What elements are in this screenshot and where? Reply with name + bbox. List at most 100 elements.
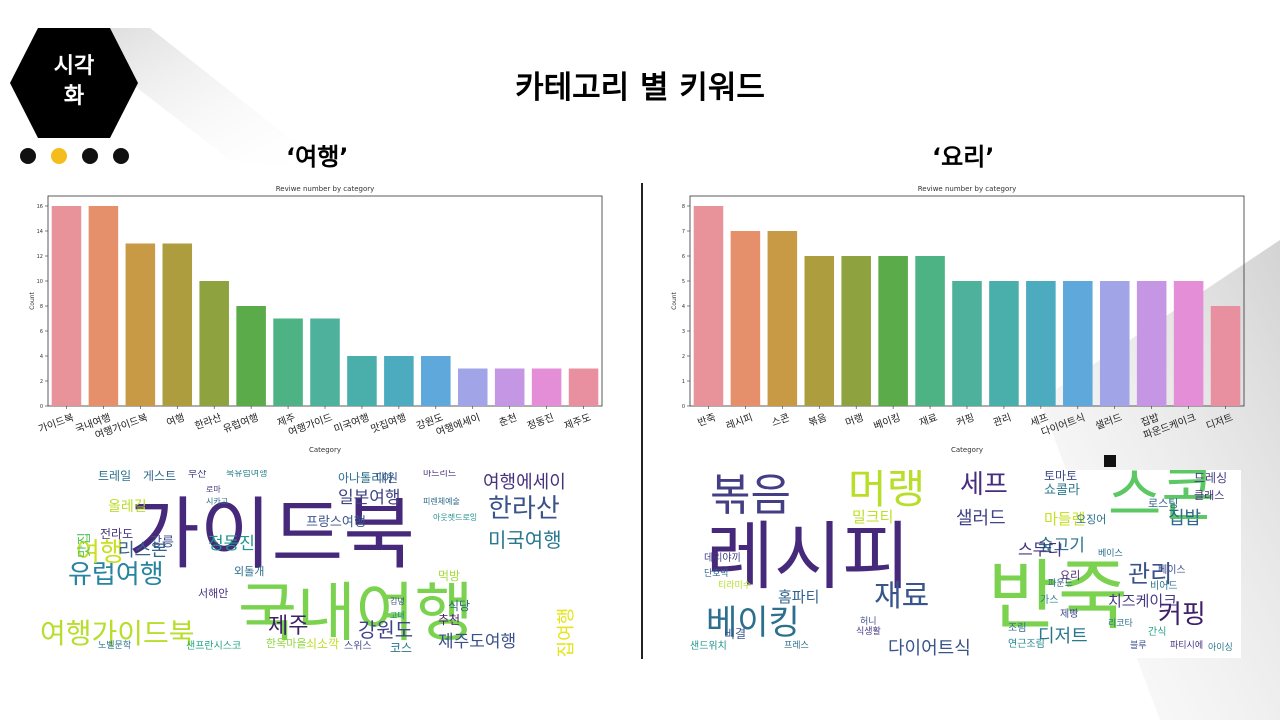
cloud-word: 피렌체예술	[423, 497, 460, 506]
cloud-word: 아이싱	[1208, 643, 1233, 653]
cloud-word: 프레스	[784, 641, 809, 651]
x-tick-label: 볶음	[807, 412, 828, 430]
cloud-word: 가이드북	[128, 490, 416, 580]
bar	[841, 256, 871, 406]
cloud-word: 일본여행	[338, 488, 401, 508]
y-tick-label: 0	[40, 404, 43, 410]
bar	[915, 256, 945, 406]
cloud-word: 블루	[1130, 641, 1147, 651]
progress-dot	[113, 148, 129, 164]
bar	[568, 368, 599, 406]
y-tick-label: 0	[682, 404, 685, 410]
cloud-word: 쇼콜라	[1044, 483, 1080, 498]
cloud-word: 부산	[188, 470, 207, 480]
x-tick-label: 재료	[918, 412, 939, 430]
bar	[51, 206, 82, 406]
cloud-word: 유럽여행	[68, 560, 164, 590]
bar	[531, 368, 562, 406]
x-tick-label: 베이킹	[872, 412, 902, 433]
cloud-word: 게스트	[143, 470, 177, 483]
cloud-word: 올레길	[108, 499, 147, 515]
cloud-word: 밀크티	[852, 508, 894, 526]
cloud-word: 식생활	[856, 627, 881, 637]
y-tick-label: 8	[40, 304, 43, 310]
cloud-word: 강원도	[358, 618, 414, 642]
cloud-word: 제빵	[1060, 609, 1079, 620]
bar	[494, 368, 525, 406]
x-axis-label: Category	[309, 446, 341, 454]
bar	[125, 243, 156, 406]
cloud-word: 식당	[448, 599, 471, 613]
cloud-word: 국내여행	[238, 577, 474, 651]
bar	[457, 368, 488, 406]
bar	[952, 281, 982, 406]
cloud-word: 시카고	[206, 497, 229, 506]
wordcloud-cooking: 레시피 반죽 스콘 볶음 머랭 베이킹 재료 커핑 관리 세프 샐러드 집밥 디저트 다이어트식 치즈케이크…	[688, 470, 1241, 658]
bar	[310, 318, 340, 406]
progress-dot-active	[51, 148, 67, 164]
x-tick-label: 세프	[1028, 412, 1049, 430]
x-tick-label: 맛집여행	[369, 412, 408, 436]
chart-title: Reviwe number by category	[918, 185, 1017, 193]
x-tick-label: 샐러드	[1094, 412, 1124, 433]
cloud-word: 외돌개	[234, 565, 265, 578]
cloud-word: 리코타	[1108, 619, 1133, 629]
x-tick-label: 유럽여행	[221, 412, 260, 436]
cloud-word: 데리야끼	[704, 553, 741, 564]
badge-line-1: 시각	[53, 54, 95, 79]
cloud-word: 서해안	[198, 587, 229, 600]
cloud-word: 스콘	[1108, 470, 1215, 529]
cloud-word: 레시피	[706, 514, 911, 600]
y-tick-label: 8	[682, 204, 685, 210]
vertical-divider	[641, 183, 643, 659]
cloud-word: 고대	[390, 611, 405, 620]
cloud-word: 비결	[724, 627, 747, 641]
cloud-word: 디저트	[1038, 626, 1088, 647]
cloud-word: 샌드위치	[690, 641, 727, 652]
y-tick-label: 3	[682, 329, 685, 335]
x-tick-label: 한라산	[193, 412, 223, 433]
cloud-word: 티라미수	[718, 581, 752, 591]
bar	[421, 356, 451, 406]
cloud-word: 볶음	[710, 470, 791, 521]
x-tick-label: 레시피	[724, 412, 754, 433]
bar-chart-travel: Reviwe number by category 0 2 4 6 8 10 12 14 16 Co…	[29, 185, 603, 454]
page-title: 카테고리 별 키워드	[515, 70, 765, 106]
bar	[989, 281, 1019, 406]
x-axis-label: Category	[951, 446, 983, 454]
cloud-word: 토마토	[1044, 470, 1078, 483]
progress-dot	[20, 148, 36, 164]
cloud-word: 재료	[874, 579, 930, 614]
cloud-word: 요리	[1060, 569, 1081, 582]
chart-title: Reviwe number by category	[276, 185, 375, 193]
cloud-word: 숲고기	[1038, 536, 1085, 556]
badge-line-2: 화	[63, 84, 85, 109]
bar	[1173, 281, 1204, 406]
cloud-word: 관리	[1128, 560, 1173, 588]
cloud-word: 먹방	[438, 569, 461, 583]
x-tick-label: 제주	[276, 412, 297, 430]
y-tick-label: 2	[682, 354, 685, 360]
y-tick-label: 6	[40, 329, 43, 335]
cloud-word: 드레싱	[1194, 471, 1228, 485]
cloud-word: 오징어	[1076, 513, 1107, 526]
cloud-word: 제주도여행	[438, 632, 517, 652]
cloud-word: 노벨문학	[98, 641, 132, 651]
cloud-word: 한옥마을	[266, 637, 307, 650]
bar	[162, 243, 193, 406]
cloud-word: 아웃렛드로잉	[433, 513, 478, 522]
cloud-word: 대원	[376, 471, 399, 485]
y-axis-label: Count	[671, 291, 678, 309]
cloud-word: 홈파티	[778, 588, 820, 606]
cloud-word: 북유럽여행	[226, 470, 268, 479]
x-tick-label: 집밥	[1139, 412, 1160, 430]
cloud-word: 다이어트식	[888, 638, 971, 658]
cloud-word: 로스팅	[1148, 497, 1179, 510]
bar	[1210, 306, 1241, 406]
y-tick-label: 1	[682, 379, 685, 385]
bar	[384, 356, 414, 406]
x-tick-label: 머랭	[844, 412, 865, 430]
cloud-word: 조림	[1008, 623, 1027, 634]
cloud-word: 샐러드	[956, 508, 1006, 529]
cloud-word: 제주	[268, 614, 309, 639]
